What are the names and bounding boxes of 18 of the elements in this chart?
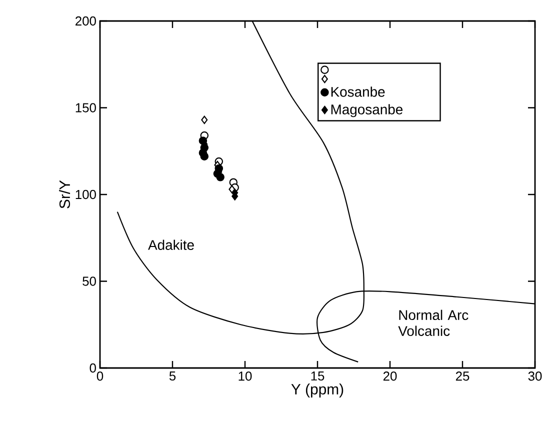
x-tick-label: 10 (238, 372, 252, 381)
y-tick-label: 200 (76, 16, 96, 26)
x-tick-label: 25 (456, 372, 470, 381)
annotation: Normal Arc Volcanic (398, 310, 468, 336)
x-tick-label: 20 (383, 372, 397, 381)
x-tick-label: 15 (311, 372, 324, 381)
y-axis-title: Sr/Y (59, 180, 70, 208)
y-tick-label: 50 (82, 276, 96, 286)
x-tick-label: 5 (169, 372, 176, 381)
x-tick-label: 30 (528, 372, 542, 381)
y-tick-label: 150 (76, 103, 96, 112)
x-axis-title: Y (ppm) (291, 384, 344, 398)
annotation: Adakite (148, 240, 194, 250)
x-tick-label: 0 (96, 372, 104, 381)
legend-label: Kosanbe (331, 86, 385, 97)
legend-label: Magosanbe (331, 104, 403, 118)
y-tick-label: 100 (76, 190, 96, 200)
y-tick-label: 0 (90, 363, 96, 373)
